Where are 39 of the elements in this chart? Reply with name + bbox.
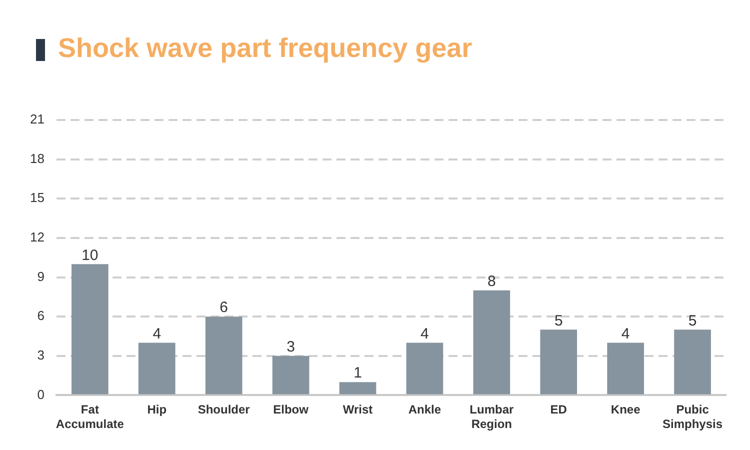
x-tick-label: Lumbar Region [470, 402, 514, 432]
chart-title: Shock wave part frequency gear [58, 32, 472, 65]
y-tick-label: 3 [37, 347, 44, 362]
bar [138, 342, 176, 394]
bar [339, 382, 376, 394]
bar [674, 330, 711, 394]
data-label: 5 [554, 312, 563, 330]
data-label: 1 [354, 364, 362, 382]
x-tick-label: Ankle [408, 402, 442, 417]
data-label: 4 [621, 325, 630, 342]
bar [607, 342, 644, 394]
x-tick-label: Pubic Simphysis [662, 402, 723, 432]
data-label: 4 [152, 325, 162, 342]
bar [205, 316, 242, 394]
y-tick-label: 9 [37, 268, 44, 284]
data-label: 3 [286, 338, 295, 356]
x-tick-label: Wrist [342, 402, 373, 417]
y-tick-label: 6 [37, 308, 44, 324]
bar [473, 290, 510, 394]
y-tick-label: 0 [37, 386, 44, 402]
x-tick-label: Knee [610, 402, 641, 417]
bar [540, 330, 578, 394]
x-tick-label: Fat Accumulate [56, 402, 124, 432]
x-tick-label: Hip [147, 402, 167, 417]
data-label: 6 [220, 299, 228, 316]
bar [406, 342, 444, 394]
data-label: 4 [420, 325, 429, 342]
data-label: 8 [487, 273, 496, 290]
data-label: 5 [688, 312, 697, 330]
data-label: 10 [82, 246, 98, 264]
bar [272, 356, 310, 394]
x-tick-label: Shoulder [198, 402, 250, 417]
y-tick-label: 18 [30, 150, 44, 166]
y-tick-label: 15 [30, 190, 44, 206]
x-tick-label: ED [550, 402, 568, 417]
x-tick-label: Elbow [273, 402, 310, 417]
y-tick-label: 12 [30, 230, 44, 245]
bar [72, 264, 108, 394]
y-tick-label: 21 [30, 112, 44, 127]
